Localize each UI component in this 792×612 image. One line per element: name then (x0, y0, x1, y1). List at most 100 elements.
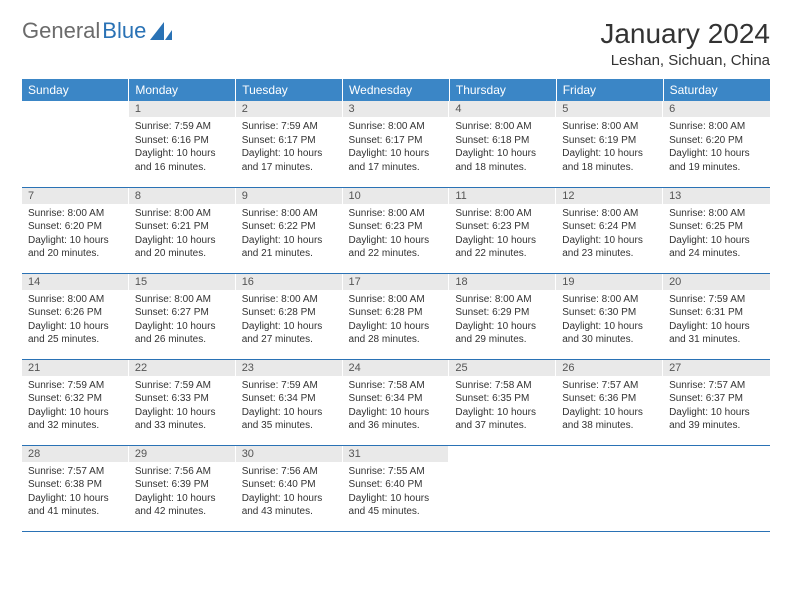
sunrise-text: Sunrise: 8:00 AM (562, 120, 657, 134)
daylight1-text: Daylight: 10 hours (28, 406, 123, 420)
daylight1-text: Daylight: 10 hours (669, 234, 764, 248)
sunset-text: Sunset: 6:24 PM (562, 220, 657, 234)
logo-word2: Blue (102, 18, 146, 44)
sunrise-text: Sunrise: 7:56 AM (242, 465, 337, 479)
calendar-day-cell: 26Sunrise: 7:57 AMSunset: 6:36 PMDayligh… (556, 359, 663, 445)
sunrise-text: Sunrise: 8:00 AM (242, 207, 337, 221)
sunrise-text: Sunrise: 7:57 AM (669, 379, 764, 393)
day-number: 26 (556, 360, 663, 376)
sunset-text: Sunset: 6:21 PM (135, 220, 230, 234)
day-content: Sunrise: 8:00 AMSunset: 6:26 PMDaylight:… (22, 290, 129, 351)
daylight1-text: Daylight: 10 hours (349, 234, 444, 248)
sunset-text: Sunset: 6:35 PM (455, 392, 550, 406)
day-content: Sunrise: 7:59 AMSunset: 6:17 PMDaylight:… (236, 117, 343, 178)
sunset-text: Sunset: 6:32 PM (28, 392, 123, 406)
sunset-text: Sunset: 6:29 PM (455, 306, 550, 320)
sunset-text: Sunset: 6:19 PM (562, 134, 657, 148)
calendar-day-cell (22, 101, 129, 187)
sunrise-text: Sunrise: 8:00 AM (349, 120, 444, 134)
daylight1-text: Daylight: 10 hours (242, 234, 337, 248)
daylight2-text: and 42 minutes. (135, 505, 230, 519)
day-number: 1 (129, 101, 236, 117)
calendar-day-cell: 7Sunrise: 8:00 AMSunset: 6:20 PMDaylight… (22, 187, 129, 273)
sunrise-text: Sunrise: 7:56 AM (135, 465, 230, 479)
calendar-day-cell: 21Sunrise: 7:59 AMSunset: 6:32 PMDayligh… (22, 359, 129, 445)
daylight2-text: and 17 minutes. (242, 161, 337, 175)
calendar-day-cell: 4Sunrise: 8:00 AMSunset: 6:18 PMDaylight… (449, 101, 556, 187)
calendar-day-cell: 30Sunrise: 7:56 AMSunset: 6:40 PMDayligh… (236, 445, 343, 531)
sunset-text: Sunset: 6:40 PM (349, 478, 444, 492)
daylight1-text: Daylight: 10 hours (28, 492, 123, 506)
day-number: 4 (449, 101, 556, 117)
calendar-day-cell: 1Sunrise: 7:59 AMSunset: 6:16 PMDaylight… (129, 101, 236, 187)
weekday-header: Thursday (449, 79, 556, 101)
calendar-table: Sunday Monday Tuesday Wednesday Thursday… (22, 79, 770, 532)
sunset-text: Sunset: 6:30 PM (562, 306, 657, 320)
sunset-text: Sunset: 6:27 PM (135, 306, 230, 320)
sunset-text: Sunset: 6:31 PM (669, 306, 764, 320)
calendar-day-cell: 24Sunrise: 7:58 AMSunset: 6:34 PMDayligh… (343, 359, 450, 445)
daylight2-text: and 19 minutes. (669, 161, 764, 175)
day-number: 7 (22, 188, 129, 204)
sunrise-text: Sunrise: 8:00 AM (349, 207, 444, 221)
daylight1-text: Daylight: 10 hours (349, 406, 444, 420)
daylight1-text: Daylight: 10 hours (562, 147, 657, 161)
sunrise-text: Sunrise: 8:00 AM (28, 293, 123, 307)
day-number: 20 (663, 274, 770, 290)
sunset-text: Sunset: 6:25 PM (669, 220, 764, 234)
daylight2-text: and 20 minutes. (135, 247, 230, 261)
sunrise-text: Sunrise: 8:00 AM (349, 293, 444, 307)
day-number: 8 (129, 188, 236, 204)
logo-word1: General (22, 18, 100, 44)
calendar-day-cell: 31Sunrise: 7:55 AMSunset: 6:40 PMDayligh… (343, 445, 450, 531)
logo-sail-icon (150, 22, 172, 40)
sunset-text: Sunset: 6:17 PM (349, 134, 444, 148)
daylight1-text: Daylight: 10 hours (349, 320, 444, 334)
day-content: Sunrise: 7:57 AMSunset: 6:38 PMDaylight:… (22, 462, 129, 523)
day-number: 28 (22, 446, 129, 462)
sunset-text: Sunset: 6:28 PM (349, 306, 444, 320)
day-number: 12 (556, 188, 663, 204)
day-number: 17 (343, 274, 450, 290)
day-content: Sunrise: 7:55 AMSunset: 6:40 PMDaylight:… (343, 462, 450, 523)
daylight2-text: and 25 minutes. (28, 333, 123, 347)
sunset-text: Sunset: 6:20 PM (28, 220, 123, 234)
sunrise-text: Sunrise: 7:57 AM (28, 465, 123, 479)
daylight1-text: Daylight: 10 hours (562, 406, 657, 420)
day-number (22, 101, 129, 105)
daylight1-text: Daylight: 10 hours (669, 320, 764, 334)
day-number: 6 (663, 101, 770, 117)
sunset-text: Sunset: 6:33 PM (135, 392, 230, 406)
day-content: Sunrise: 8:00 AMSunset: 6:21 PMDaylight:… (129, 204, 236, 265)
calendar-day-cell: 14Sunrise: 8:00 AMSunset: 6:26 PMDayligh… (22, 273, 129, 359)
daylight2-text: and 30 minutes. (562, 333, 657, 347)
day-content: Sunrise: 8:00 AMSunset: 6:23 PMDaylight:… (449, 204, 556, 265)
day-content: Sunrise: 7:59 AMSunset: 6:16 PMDaylight:… (129, 117, 236, 178)
day-content: Sunrise: 8:00 AMSunset: 6:28 PMDaylight:… (236, 290, 343, 351)
day-content: Sunrise: 8:00 AMSunset: 6:28 PMDaylight:… (343, 290, 450, 351)
sunrise-text: Sunrise: 7:59 AM (669, 293, 764, 307)
daylight1-text: Daylight: 10 hours (455, 406, 550, 420)
day-content: Sunrise: 7:56 AMSunset: 6:39 PMDaylight:… (129, 462, 236, 523)
day-content: Sunrise: 8:00 AMSunset: 6:24 PMDaylight:… (556, 204, 663, 265)
day-number: 10 (343, 188, 450, 204)
daylight2-text: and 18 minutes. (455, 161, 550, 175)
calendar-week-row: 21Sunrise: 7:59 AMSunset: 6:32 PMDayligh… (22, 359, 770, 445)
day-number: 25 (449, 360, 556, 376)
day-number: 5 (556, 101, 663, 117)
calendar-day-cell: 8Sunrise: 8:00 AMSunset: 6:21 PMDaylight… (129, 187, 236, 273)
sunrise-text: Sunrise: 8:00 AM (455, 293, 550, 307)
day-content: Sunrise: 8:00 AMSunset: 6:29 PMDaylight:… (449, 290, 556, 351)
sunrise-text: Sunrise: 7:58 AM (455, 379, 550, 393)
calendar-week-row: 28Sunrise: 7:57 AMSunset: 6:38 PMDayligh… (22, 445, 770, 531)
daylight2-text: and 33 minutes. (135, 419, 230, 433)
daylight1-text: Daylight: 10 hours (135, 147, 230, 161)
daylight1-text: Daylight: 10 hours (135, 320, 230, 334)
daylight1-text: Daylight: 10 hours (349, 492, 444, 506)
day-content: Sunrise: 8:00 AMSunset: 6:25 PMDaylight:… (663, 204, 770, 265)
calendar-day-cell: 18Sunrise: 8:00 AMSunset: 6:29 PMDayligh… (449, 273, 556, 359)
daylight2-text: and 37 minutes. (455, 419, 550, 433)
weekday-header: Monday (129, 79, 236, 101)
calendar-day-cell: 9Sunrise: 8:00 AMSunset: 6:22 PMDaylight… (236, 187, 343, 273)
daylight1-text: Daylight: 10 hours (242, 320, 337, 334)
